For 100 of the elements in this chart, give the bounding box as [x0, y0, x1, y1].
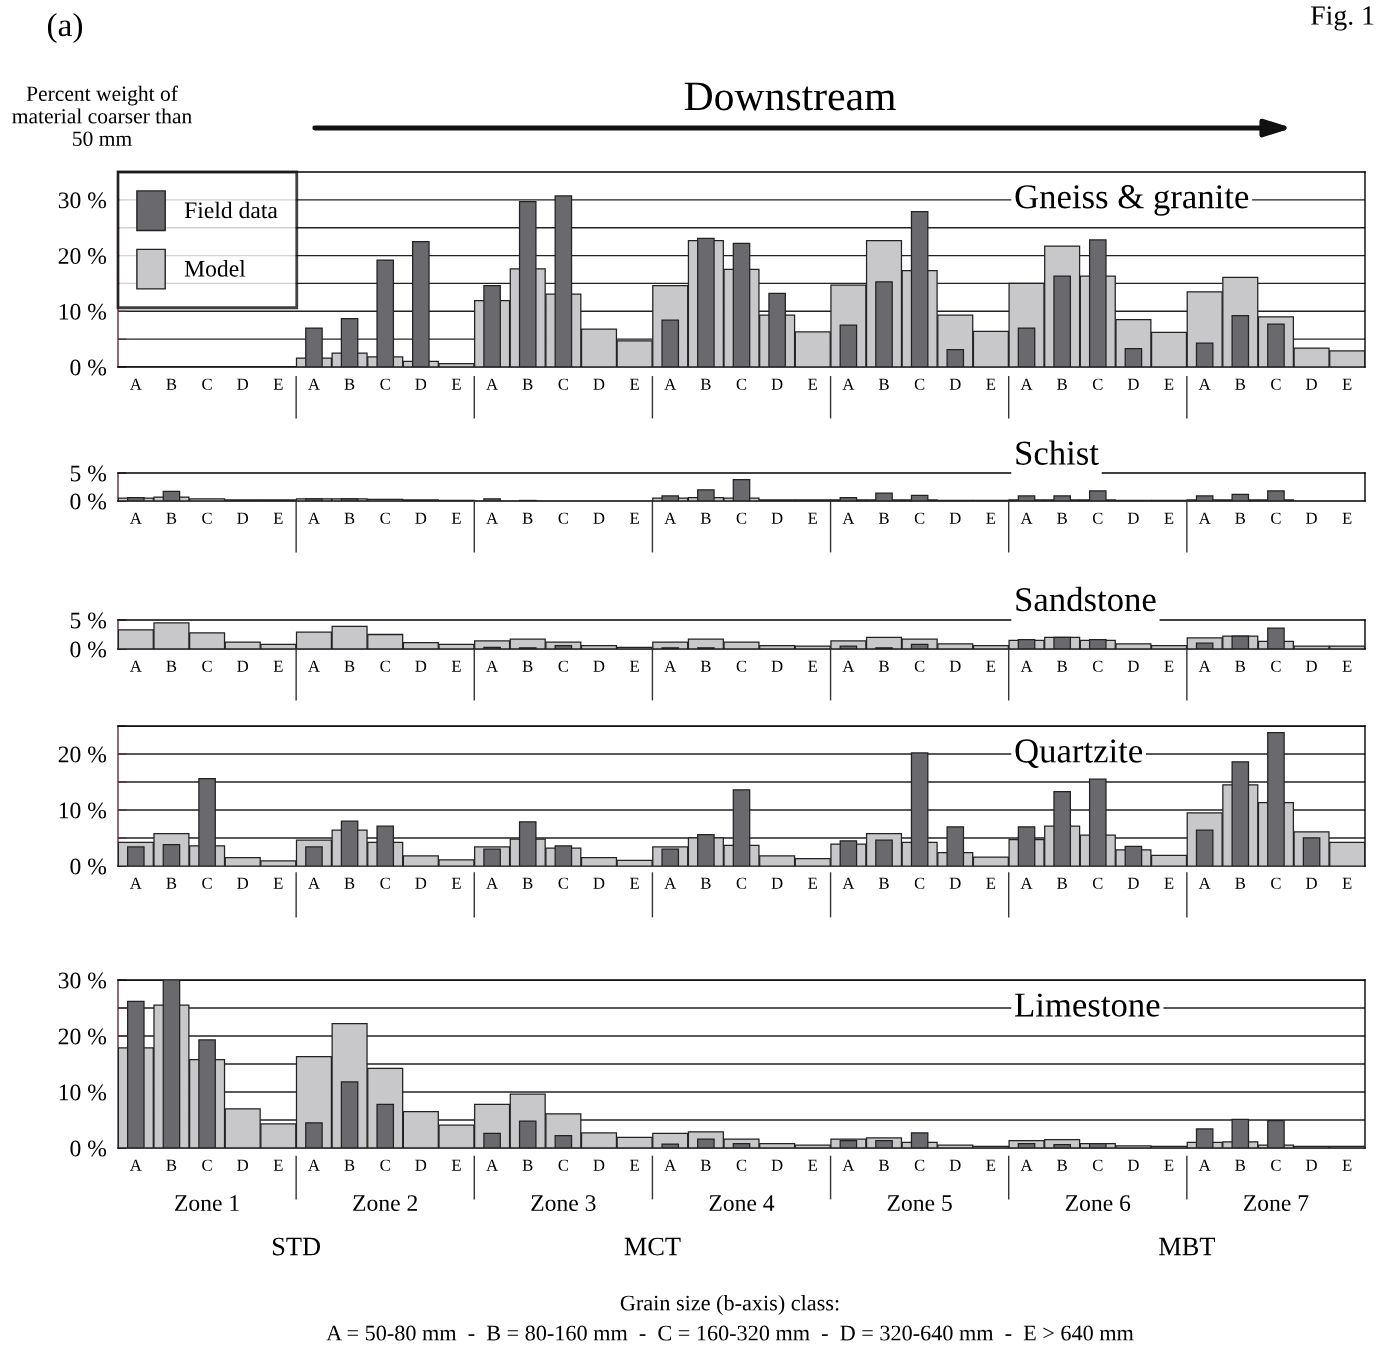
x-tick-label: D	[1127, 1159, 1139, 1171]
text: Zone 1	[175, 1195, 239, 1212]
x-tick-label: C	[1092, 512, 1103, 524]
x-tick-label: A	[664, 1159, 677, 1171]
x-tick-label: E	[808, 378, 818, 390]
x-tick-label: C	[1271, 877, 1281, 889]
x-tick-label: E	[273, 1159, 283, 1171]
x-tick-label: B	[344, 512, 355, 524]
x-tick-label: E	[986, 1159, 996, 1171]
x-tick-label: B	[166, 660, 177, 672]
y-tick-label: 20 %	[58, 746, 107, 763]
x-tick-label: A	[842, 877, 855, 889]
x-tick-label: E	[630, 660, 639, 672]
x-tick-label: A	[1020, 1159, 1033, 1171]
x-tick-label: B	[1235, 512, 1246, 524]
x-tick-label: C	[1271, 378, 1281, 390]
x-tick-label: A	[129, 877, 142, 889]
x-tick-label: C	[914, 877, 925, 889]
x-tick-label: D	[771, 378, 783, 390]
x-tick-label: E	[808, 877, 818, 889]
x-tick-label: B	[878, 660, 889, 672]
x-tick-label: B	[878, 512, 889, 524]
x-tick-label: E	[1342, 1159, 1352, 1171]
x-tick-label: E	[1342, 512, 1352, 524]
x-tick-label: B	[166, 378, 177, 390]
legend-label: Field data	[184, 201, 278, 219]
x-tick-label: A	[1198, 378, 1211, 390]
legend-label: Model	[184, 260, 246, 277]
text: (a)	[47, 12, 83, 44]
x-tick-label: B	[700, 660, 711, 672]
x-tick-label: A	[664, 660, 677, 672]
x-tick-label: C	[914, 660, 925, 672]
x-tick-label: B	[1235, 660, 1246, 672]
x-tick-label: E	[808, 512, 818, 524]
x-tick-label: E	[1164, 660, 1174, 672]
x-tick-label: C	[914, 378, 925, 390]
x-tick-label: E	[630, 877, 639, 889]
x-tick-label: A	[1198, 1159, 1211, 1171]
x-tick-label: D	[1127, 877, 1139, 889]
x-tick-label: B	[522, 660, 533, 672]
x-tick-label: C	[380, 660, 390, 672]
x-tick-label: D	[593, 877, 605, 889]
text: MCT	[624, 1237, 681, 1256]
chart-title: Quartzite	[1015, 739, 1143, 768]
x-tick-label: D	[415, 378, 427, 390]
y-tick-label: 0 %	[70, 858, 107, 875]
x-tick-label: A	[842, 660, 855, 672]
x-tick-label: D	[1306, 877, 1317, 889]
chart-title: Limestone	[1015, 993, 1160, 1017]
y-tick-label: 0 %	[70, 493, 107, 510]
x-tick-label: C	[380, 378, 390, 390]
x-tick-label: B	[700, 1159, 711, 1171]
x-tick-label: D	[1127, 660, 1139, 672]
text: Zone 7	[1243, 1195, 1309, 1212]
x-tick-label: D	[237, 1159, 249, 1171]
x-tick-label: C	[202, 877, 212, 889]
x-tick-label: E	[1164, 512, 1174, 524]
x-tick-label: A	[664, 378, 677, 390]
x-tick-label: E	[451, 877, 461, 889]
x-tick-label: C	[914, 512, 925, 524]
x-tick-label: C	[1092, 660, 1103, 672]
text: Zone 3	[531, 1195, 596, 1212]
chart-title: Gneiss & granite	[1015, 185, 1249, 216]
caption: Fig. 1	[1310, 6, 1374, 31]
x-tick-label: E	[451, 512, 461, 524]
x-tick-label: D	[593, 660, 605, 672]
chart-title: Schist	[1016, 440, 1099, 465]
x-tick-label: B	[1057, 877, 1067, 889]
x-tick-label: E	[1342, 378, 1352, 390]
x-tick-label: A	[308, 660, 320, 672]
x-tick-label: C	[380, 877, 390, 889]
x-tick-label: E	[1342, 877, 1352, 889]
x-tick-label: B	[1235, 378, 1246, 390]
x-tick-label: C	[736, 660, 747, 672]
x-tick-label: D	[237, 877, 249, 889]
y-tick-label: 5 %	[70, 612, 107, 629]
x-tick-label: B	[878, 1159, 889, 1171]
x-tick-label: C	[558, 512, 568, 524]
x-tick-label: D	[237, 512, 249, 524]
x-tick-label: E	[630, 1159, 639, 1171]
x-tick-label: E	[1164, 378, 1174, 390]
x-tick-label: B	[166, 512, 177, 524]
x-tick-label: B	[522, 1159, 533, 1171]
x-tick-label: D	[593, 512, 605, 524]
x-tick-label: D	[771, 512, 783, 524]
y-tick-label: 10 %	[59, 1084, 107, 1101]
x-tick-label: B	[522, 877, 533, 889]
text: Zone 2	[353, 1195, 418, 1212]
x-tick-label: A	[129, 512, 142, 524]
y-tick-label: 0 %	[70, 359, 107, 376]
y-tick-label: 10 %	[59, 303, 107, 320]
x-tick-label: D	[771, 660, 783, 672]
x-tick-label: D	[237, 378, 249, 390]
y-tick-label: 20 %	[58, 1028, 107, 1045]
text: Zone 6	[1065, 1195, 1131, 1212]
x-tick-label: C	[558, 378, 568, 390]
x-tick-label: C	[1271, 1159, 1281, 1171]
x-tick-label: A	[664, 512, 677, 524]
x-tick-label: C	[736, 512, 747, 524]
x-tick-label: E	[273, 378, 283, 390]
